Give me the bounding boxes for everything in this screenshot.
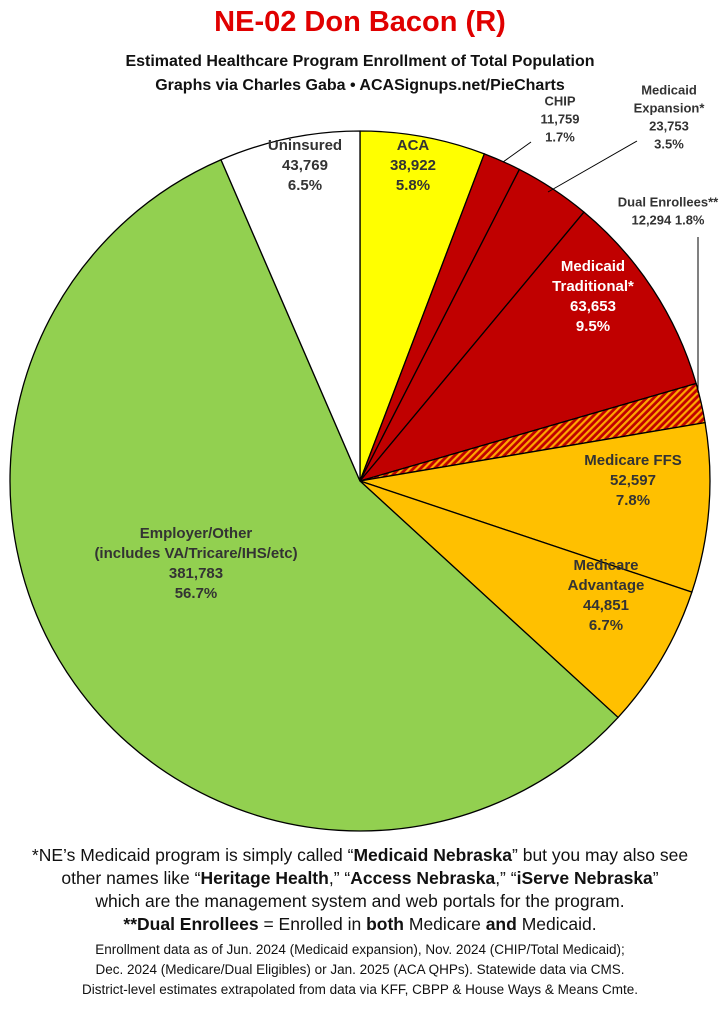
footnote-line-2: other names like “Heritage Health,” “Acc… <box>61 868 659 888</box>
pie-slice-employer-other-includes-va-tricare-ihs-etc <box>9 159 619 832</box>
slice-percent-chip: 1.7% <box>545 129 575 144</box>
pie-slice-medicare-ffs <box>359 421 711 593</box>
data-sources: Enrollment data as of Jun. 2024 (Medicai… <box>0 940 720 1000</box>
slice-label-uninsured: Uninsured <box>268 137 342 154</box>
sources-line-1: Enrollment data as of Jun. 2024 (Medicai… <box>95 942 625 957</box>
slice-label-medicaid-traditional: Traditional* <box>552 278 634 295</box>
slice-percent-uninsured: 6.5% <box>288 177 322 194</box>
slice-label-employer-other-includes-va-tricare-ihs-etc: Employer/Other <box>140 525 253 542</box>
slice-label-medicare-advantage: Medicare <box>573 557 638 574</box>
subtitle-line-1: Estimated Healthcare Program Enrollment … <box>125 53 595 70</box>
slice-percent-medicaid-traditional: 9.5% <box>576 318 610 335</box>
slice-value-employer-other-includes-va-tricare-ihs-etc: 381,783 <box>169 565 223 582</box>
pie-slice-uninsured <box>220 130 361 482</box>
footnote-line-3: which are the management system and web … <box>95 891 625 911</box>
footnote-line-1: *NE’s Medicaid program is simply called … <box>31 845 689 865</box>
slice-label-medicaid-expansion: Medicaid <box>641 82 697 97</box>
slice-value-aca: 38,922 <box>390 157 436 174</box>
slice-value-medicaid-expansion: 23,753 <box>649 118 689 133</box>
slice-value-uninsured: 43,769 <box>282 157 328 174</box>
sources-line-2: Dec. 2024 (Medicare/Dual Eligibles) or J… <box>95 962 625 977</box>
leader-line-medicaid-expansion <box>547 140 638 193</box>
slice-percent-medicaid-expansion: 3.5% <box>654 136 684 151</box>
slice-label-dual-enrollees: Dual Enrollees** <box>618 194 719 209</box>
slice-value-chip: 11,759 <box>540 111 579 126</box>
chart-subtitle: Estimated Healthcare Program Enrollment … <box>0 50 720 98</box>
slice-value-medicaid-traditional: 63,653 <box>570 298 616 315</box>
slice-label-employer-other-includes-va-tricare-ihs-etc: (includes VA/Tricare/IHS/etc) <box>94 545 297 562</box>
pie-chart: ACA 38,922 5.8% CHIP 11,759 1.7% Medicaid Expan… <box>9 82 719 832</box>
pie-slice-aca <box>359 130 485 482</box>
slice-percent-employer-other-includes-va-tricare-ihs-etc: 56.7% <box>175 585 218 602</box>
pie-slice-medicaid-traditional <box>359 211 697 482</box>
slice-value-medicare-advantage: 44,851 <box>583 597 629 614</box>
slice-label-medicare-advantage: Advantage <box>568 577 645 594</box>
slice-label-medicare-ffs: Medicare FFS <box>584 452 682 469</box>
footnote-line-4: **Dual Enrollees = Enrolled in both Medi… <box>123 914 597 934</box>
pie-slice-medicare-advantage <box>359 480 693 719</box>
slice-label-chip: CHIP <box>544 93 575 108</box>
chart-title: NE-02 Don Bacon (R) <box>214 6 506 38</box>
slice-percent-medicare-advantage: 6.7% <box>589 617 623 634</box>
subtitle-line-2: Graphs via Charles Gaba • ACASignups.net… <box>155 77 565 94</box>
footnote: *NE’s Medicaid program is simply called … <box>0 844 720 936</box>
slice-label-medicaid-traditional: Medicaid <box>561 258 625 275</box>
slice-label-aca: ACA <box>397 137 430 154</box>
slice-percent-aca: 5.8% <box>396 177 430 194</box>
slice-label-medicaid-expansion: Expansion* <box>634 100 706 115</box>
sources-line-3: District-level estimates extrapolated fr… <box>82 982 638 997</box>
slice-percent-medicare-ffs: 7.8% <box>616 492 650 509</box>
slice-value-medicare-ffs: 52,597 <box>610 472 656 489</box>
slice-value-percent-dual-enrollees: 12,294 1.8% <box>631 212 704 227</box>
leader-line-chip <box>502 141 532 163</box>
